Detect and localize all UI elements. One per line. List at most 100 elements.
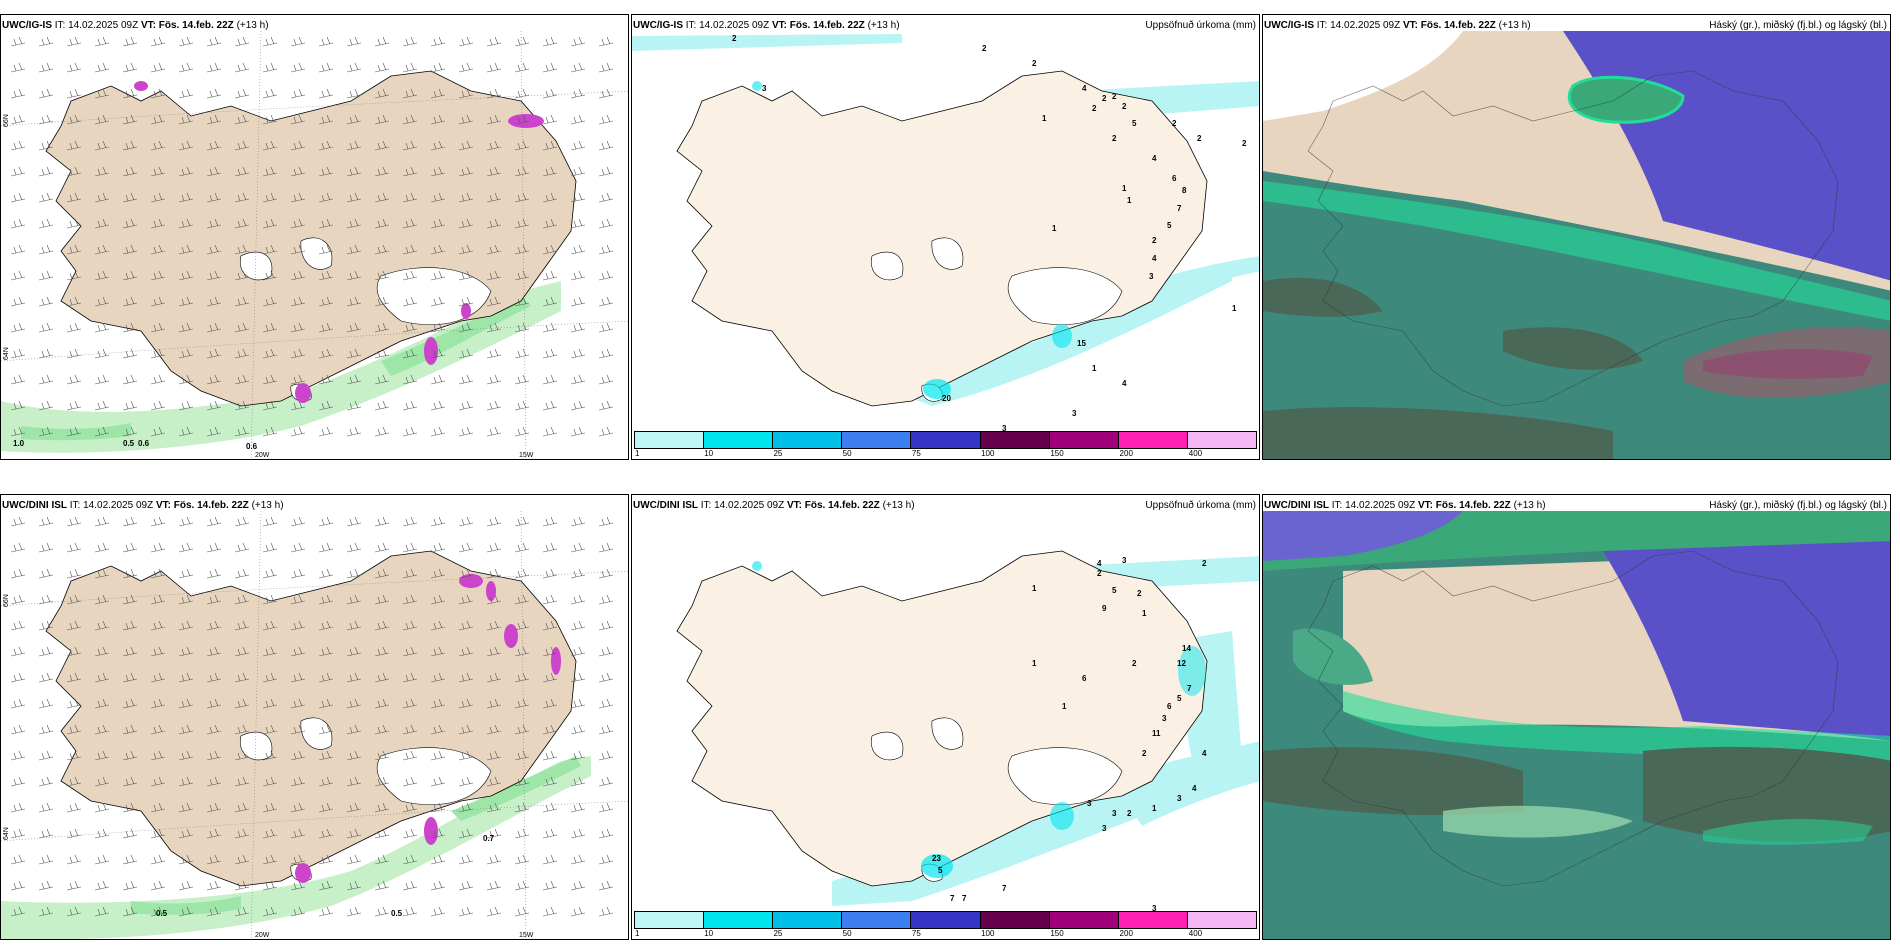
wind-barb <box>10 244 26 255</box>
wind-barb <box>150 906 166 917</box>
wind-barb <box>374 400 390 411</box>
wind-barb <box>570 218 586 229</box>
wind-barb <box>38 400 54 411</box>
wind-barb <box>38 270 54 281</box>
wind-barb <box>346 646 362 657</box>
band-labels: 1.0 0.5 0.6 0.6 <box>13 439 258 451</box>
wind-barb <box>598 906 614 917</box>
wind-barb <box>38 166 54 177</box>
wind-barb <box>178 698 194 709</box>
wind-barb <box>66 646 82 657</box>
wind-barb <box>458 828 474 839</box>
wind-barb <box>346 400 362 411</box>
wind-barb <box>486 270 502 281</box>
wind-barb <box>262 426 278 437</box>
wind-barb <box>318 698 334 709</box>
wind-barb <box>38 568 54 579</box>
wind-barb <box>486 114 502 125</box>
wind-barb <box>486 322 502 333</box>
wind-barb <box>542 400 558 411</box>
wind-barb <box>38 218 54 229</box>
wind-barb <box>234 646 250 657</box>
panel-igis-wind: UWC/IG-IS IT: 14.02.2025 09Z VT: Fös. 14… <box>0 14 629 460</box>
wind-barb <box>514 62 530 73</box>
wind-barb <box>570 828 586 839</box>
wind-barb <box>514 36 530 47</box>
precip-total-label: 3 <box>1152 904 1157 911</box>
wind-barb <box>402 62 418 73</box>
panel-title: Uppsöfnuð úrkoma (mm) <box>1145 20 1256 31</box>
wind-barb <box>486 906 502 917</box>
wind-barb <box>346 36 362 47</box>
wind-barb <box>374 750 390 761</box>
colorbar-label: 1 <box>635 929 640 938</box>
wind-barb <box>66 166 82 177</box>
wind-barb <box>542 776 558 787</box>
wind-barb <box>598 426 614 437</box>
wind-barb <box>262 542 278 553</box>
wind-barb <box>290 426 306 437</box>
precip-total-label: 2 <box>1112 92 1117 101</box>
wind-barb <box>262 516 278 527</box>
wind-barb <box>374 516 390 527</box>
precip-total-label: 15 <box>1077 339 1086 348</box>
wind-barb <box>318 542 334 553</box>
wind-barb <box>486 296 502 307</box>
wind-barb <box>66 322 82 333</box>
colorbar-swatch <box>773 912 843 928</box>
wind-barb <box>486 62 502 73</box>
wind-barb <box>150 828 166 839</box>
wind-barb <box>318 802 334 813</box>
wind-barb <box>598 880 614 891</box>
wind-barb <box>598 192 614 203</box>
wind-barb <box>262 698 278 709</box>
wind-barb <box>430 672 446 683</box>
wind-barb <box>486 880 502 891</box>
precip-total-label: 2 <box>1132 659 1137 668</box>
wind-barb <box>598 62 614 73</box>
wind-barb <box>206 140 222 151</box>
wind-barb <box>402 542 418 553</box>
wind-barb <box>402 88 418 99</box>
wind-barb <box>94 906 110 917</box>
wind-barb <box>486 620 502 631</box>
wind-barb <box>206 828 222 839</box>
wind-barb <box>122 322 138 333</box>
wind-barb <box>234 750 250 761</box>
wind-barb <box>234 802 250 813</box>
wind-barb <box>486 542 502 553</box>
wind-barb <box>178 568 194 579</box>
wind-barb <box>318 854 334 865</box>
wind-barb <box>94 828 110 839</box>
wind-barb <box>206 516 222 527</box>
wind-barb <box>262 750 278 761</box>
colorbar-swatch <box>842 432 912 448</box>
wind-barb <box>430 542 446 553</box>
precip-map: 222342222522212468117512431151432035 <box>632 34 1259 431</box>
colorbar-swatch <box>704 432 774 448</box>
wind-barb <box>206 620 222 631</box>
wind-barb <box>430 802 446 813</box>
wind-barb <box>206 750 222 761</box>
grid-lines <box>1 31 628 459</box>
panel-title: Uppsöfnuð úrkoma (mm) <box>1145 500 1256 511</box>
precip-total-label: 2 <box>1097 569 1102 578</box>
wind-barb <box>122 750 138 761</box>
wind-barb <box>290 516 306 527</box>
wind-barb <box>514 516 530 527</box>
wind-barb <box>402 698 418 709</box>
wind-barb <box>318 646 334 657</box>
colorbar-label: 1 <box>635 449 640 458</box>
wind-barb <box>458 218 474 229</box>
lon-label-20: 20W <box>255 932 270 939</box>
wind-barb <box>66 296 82 307</box>
wind-barb <box>598 724 614 735</box>
wind-barb <box>290 140 306 151</box>
panel-header: UWC/IG-IS IT: 14.02.2025 09Z VT: Fös. 14… <box>2 20 269 31</box>
wind-barb <box>542 880 558 891</box>
colorbar-swatch <box>1049 432 1119 448</box>
wind-barb <box>486 516 502 527</box>
precip-total-label: 20 <box>942 394 951 403</box>
wind-barb <box>318 322 334 333</box>
wind-barb <box>290 750 306 761</box>
